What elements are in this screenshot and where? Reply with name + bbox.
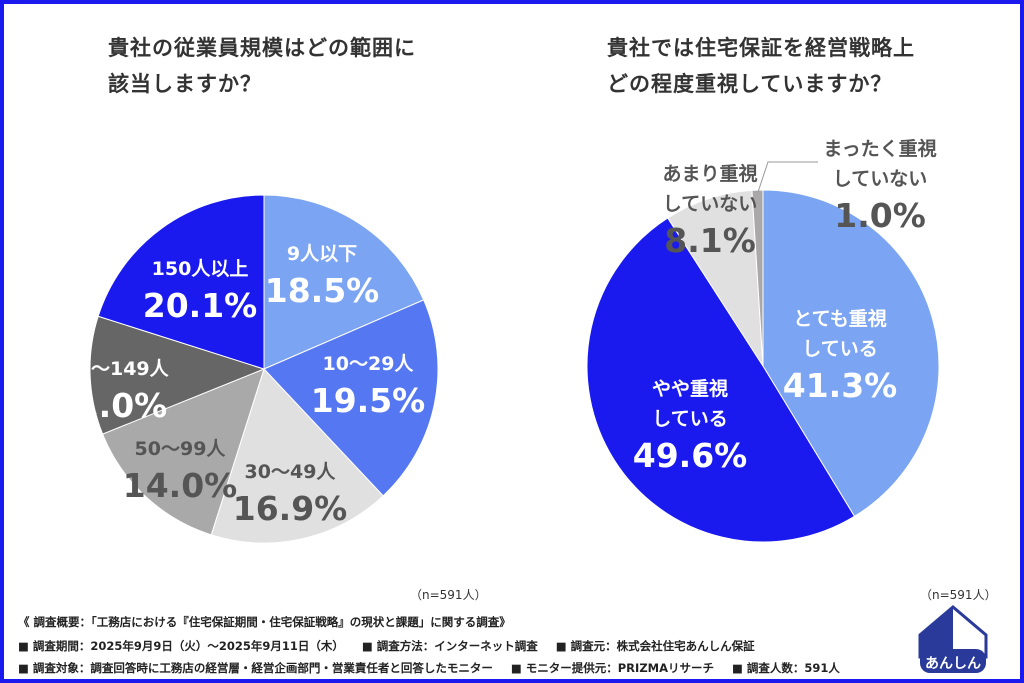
pie-slice: [667, 189, 764, 368]
slice-value-label: 16.9%: [233, 489, 348, 528]
monitor-provider: ■ モニター提供元：PRIZMAリサーチ: [510, 661, 715, 675]
chart-1-sample-size: （n=591人）: [410, 588, 487, 602]
chart-2-title: 貴社では住宅保証を経営戦略上 どの程度重視していますか？: [607, 30, 915, 102]
pie-slice: [97, 194, 265, 370]
logo-text: あんしん: [925, 656, 981, 672]
footer-line-2: ■ 調査期間：2025年9月9日（火）～2025年9月11日（木） ■ 調査方法…: [18, 638, 769, 654]
slice-label: 30～49人: [245, 461, 337, 483]
slice-label: あまり重視: [662, 162, 757, 185]
survey-method: ■ 調査方法：インターネット調査: [361, 639, 538, 653]
leader-line: [757, 161, 818, 193]
slice-label: とても重視: [793, 307, 886, 330]
slice-value-label: 11.0%: [53, 386, 168, 425]
slice-value-label: 19.5%: [311, 381, 426, 420]
slice-value-label: 49.6%: [633, 436, 748, 475]
slice-label: している: [652, 408, 727, 430]
slice-value-label: 41.3%: [783, 366, 898, 405]
pie-slice: [263, 194, 425, 370]
chart-2-title-line: どの程度重視していますか？: [607, 72, 893, 96]
pie-slice: [263, 299, 439, 497]
chart-2-title-line: 貴社では住宅保証を経営戦略上: [607, 36, 915, 60]
survey-source: ■ 調査元：株式会社住宅あんしん保証: [555, 639, 755, 653]
pie-slice: [89, 315, 266, 435]
footer-line-3: ■ 調査対象：調査回答時に工務店の経営層・経営企画部門・営業責任者と回答したモニ…: [18, 660, 854, 676]
slice-value-label: 14.0%: [123, 466, 238, 505]
slice-label: 100～149人: [51, 358, 169, 380]
pie-slice: [101, 368, 265, 536]
pie-slice: [762, 189, 940, 518]
slice-label: 50～99人: [135, 438, 227, 460]
footer-summary: 《 調査概要：「工務店における『住宅保証期間・住宅保証戦略』の現状と課題」に関す…: [18, 615, 511, 629]
pie-slice: [586, 217, 856, 543]
chart-1-title: 貴社の従業員規模はどの範囲に 該当しますか？: [108, 30, 416, 102]
anshin-logo: あんしん: [918, 605, 988, 675]
slice-label: 10～29人: [323, 353, 415, 375]
slice-label: 150人以上: [152, 258, 249, 280]
pie-slice: [210, 368, 384, 544]
survey-target: ■ 調査対象：調査回答時に工務店の経営層・経営企画部門・営業責任者と回答したモニ…: [18, 661, 493, 675]
slice-value-label: 8.1%: [664, 221, 756, 260]
survey-count: ■ 調査人数：591人: [732, 661, 840, 675]
slice-label: まったく重視: [823, 137, 936, 160]
chart-1-title-line: 貴社の従業員規模はどの範囲に: [108, 36, 416, 60]
survey-period: ■ 調査期間：2025年9月9日（火）～2025年9月11日（木）: [18, 639, 344, 653]
slice-value-label: 20.1%: [143, 286, 258, 325]
slice-label: している: [802, 338, 877, 360]
slice-label: していない: [833, 168, 927, 190]
slice-label: していない: [663, 193, 757, 215]
slice-label: 9人以下: [287, 243, 357, 265]
chart-1-title-line: 該当しますか？: [108, 72, 262, 96]
pie-slice: [751, 189, 764, 367]
slice-value-label: 18.5%: [265, 271, 380, 310]
chart-2-sample-size: （n=591人）: [920, 588, 997, 602]
slice-value-label: 1.0%: [834, 196, 926, 235]
slice-label: やや重視: [652, 377, 728, 400]
